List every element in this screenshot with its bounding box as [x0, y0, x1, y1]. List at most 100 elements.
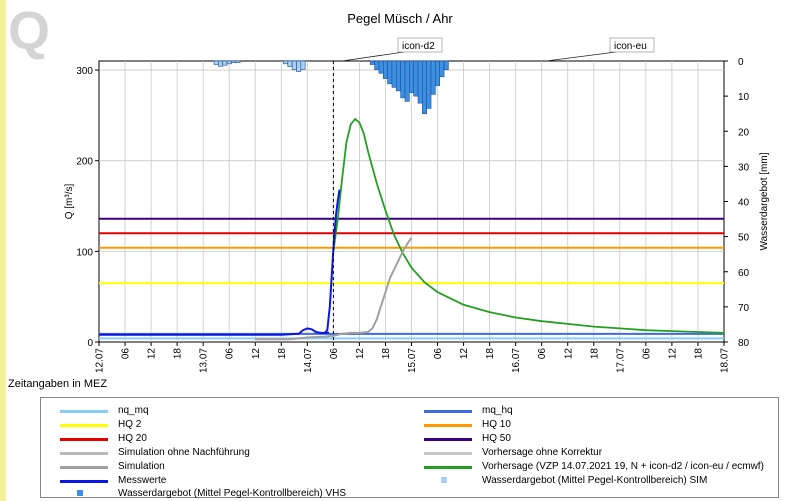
x-tick-label: 18	[589, 348, 600, 360]
y2-tick-label: 50	[738, 233, 750, 244]
x-tick-label: 06	[641, 348, 652, 360]
legend-label: Wasserdargebot (Mittel Pegel-Kontrollber…	[118, 488, 347, 499]
x-tick-label: 12	[355, 348, 366, 360]
x-tick-label: 06	[537, 348, 548, 360]
annotation-leader	[341, 51, 405, 62]
wasserdargebot-bar	[374, 60, 380, 71]
x-tick-label: 18	[485, 348, 496, 360]
x-tick-label: 18.07	[720, 348, 731, 373]
legend-label: Messwerte	[118, 475, 167, 486]
legend-swatch-line	[424, 410, 472, 413]
annotation-label: icon-eu	[614, 41, 647, 52]
y-axis-label: Q [m³/s]	[64, 184, 75, 220]
legend-label: Wasserdargebot (Mittel Pegel-Kontrollber…	[482, 475, 708, 486]
wasserdargebot-bar	[231, 60, 237, 64]
wasserdargebot-bar	[396, 60, 401, 92]
y-tick-label: 0	[87, 338, 93, 349]
annotation-box	[397, 37, 443, 53]
wasserdargebot-bar	[369, 60, 375, 65]
x-tick-label: 13.07	[199, 348, 210, 373]
legend-swatch-line	[424, 424, 472, 427]
y2-tick-label: 20	[738, 127, 750, 138]
wasserdargebot-bar	[422, 60, 427, 114]
wasserdargebot-bar	[400, 60, 406, 99]
legend-swatch-line	[60, 424, 108, 427]
wasserdargebot-bar	[226, 60, 232, 65]
legend-label: HQ 20	[118, 433, 147, 444]
wasserdargebot-bar	[426, 60, 432, 109]
wasserdargebot-bar	[287, 60, 293, 67]
wasserdargebot-bar	[387, 60, 393, 85]
legend-swatch-line	[60, 452, 108, 455]
x-tick-label: 12	[251, 348, 262, 360]
y2-tick-label: 10	[738, 92, 750, 103]
annotation-label: icon-d2	[402, 41, 435, 52]
time-zone-note: Zeitangaben in MEZ	[8, 378, 108, 390]
y2-tick-label: 40	[738, 198, 750, 209]
legend-swatch-square	[441, 477, 447, 483]
wasserdargebot-bar	[213, 60, 219, 65]
wasserdargebot-bar	[235, 60, 241, 64]
wasserdargebot-bar	[222, 60, 228, 66]
legend-label: Simulation	[118, 461, 165, 472]
wasserdargebot-bar	[430, 60, 436, 95]
wasserdargebot-bar	[417, 60, 423, 104]
legend-label: mq_hq	[482, 405, 513, 416]
y2-tick-label: 0	[738, 57, 744, 68]
y2-tick-label: 30	[738, 162, 750, 173]
legend-swatch-line	[60, 466, 108, 469]
x-tick-label: 14.07	[303, 348, 314, 373]
wasserdargebot-bar	[378, 60, 384, 74]
annotation-leader	[545, 51, 617, 62]
y-tick-label: 200	[76, 157, 93, 168]
y2-tick-label: 70	[738, 303, 750, 314]
legend-label: Vorhersage (VZP 14.07.2021 19, N + icon-…	[482, 461, 764, 472]
series-line	[255, 237, 413, 341]
y2-tick-label: 60	[738, 268, 750, 279]
wasserdargebot-bar	[439, 60, 445, 78]
x-tick-label: 12	[667, 348, 678, 360]
x-tick-label: 12.07	[95, 348, 106, 373]
app-logo: Q	[8, 1, 51, 61]
annotation-box	[609, 37, 655, 53]
series-line	[99, 327, 329, 336]
legend-swatch-line	[60, 480, 108, 483]
wasserdargebot-bar	[296, 60, 302, 72]
x-tick-label: 18	[173, 348, 184, 360]
wasserdargebot-bar	[435, 60, 441, 86]
legend-label: HQ 2	[118, 419, 142, 430]
legend-label: HQ 10	[482, 419, 511, 430]
x-tick-label: 18	[381, 348, 392, 360]
legend-swatch-line	[424, 452, 472, 455]
legend-swatch-line	[60, 438, 108, 441]
x-tick-label: 18	[693, 348, 704, 360]
legend-box: nq_mq mq_hq HQ 2 HQ 10 HQ 20 HQ 50 Simulation …	[40, 397, 779, 499]
x-tick-label: 12	[459, 348, 470, 360]
left-edge-strip	[0, 0, 6, 501]
wasserdargebot-bar	[283, 60, 289, 65]
wasserdargebot-bar	[300, 60, 306, 70]
wasserdargebot-bar	[409, 60, 414, 93]
wasserdargebot-bar	[443, 60, 449, 71]
legend-label: HQ 50	[482, 433, 511, 444]
x-tick-label: 12	[147, 348, 158, 360]
x-tick-label: 17.07	[615, 348, 626, 373]
hydrograph-chart: 12.07 06 12 18 13.07 06 12 18 14.07 06 12 18 15.07 0 6…	[64, 37, 770, 373]
wasserdargebot-bar	[218, 60, 223, 67]
wasserdargebot-bar	[404, 60, 410, 102]
legend-label: Simulation ohne Nachführung	[118, 447, 250, 458]
wasserdargebot-bar	[291, 60, 297, 71]
legend-swatch-line	[424, 466, 472, 469]
x-tick-label: 18	[277, 348, 288, 360]
x-tick-label: 12	[563, 348, 574, 360]
wasserdargebot-bar	[382, 60, 388, 79]
legend-swatch-line	[60, 410, 108, 413]
y2-tick-label: 80	[738, 338, 750, 349]
legend-swatch-square	[77, 490, 83, 496]
x-tick-label: 15.07	[407, 348, 418, 373]
x-tick-label: 06	[329, 348, 340, 360]
x-tick-label: 16.07	[511, 348, 522, 373]
y2-axis-label: Wasserdargebot [mm]	[759, 152, 770, 250]
legend-swatch-line	[424, 438, 472, 441]
legend-label: nq_mq	[118, 405, 149, 416]
